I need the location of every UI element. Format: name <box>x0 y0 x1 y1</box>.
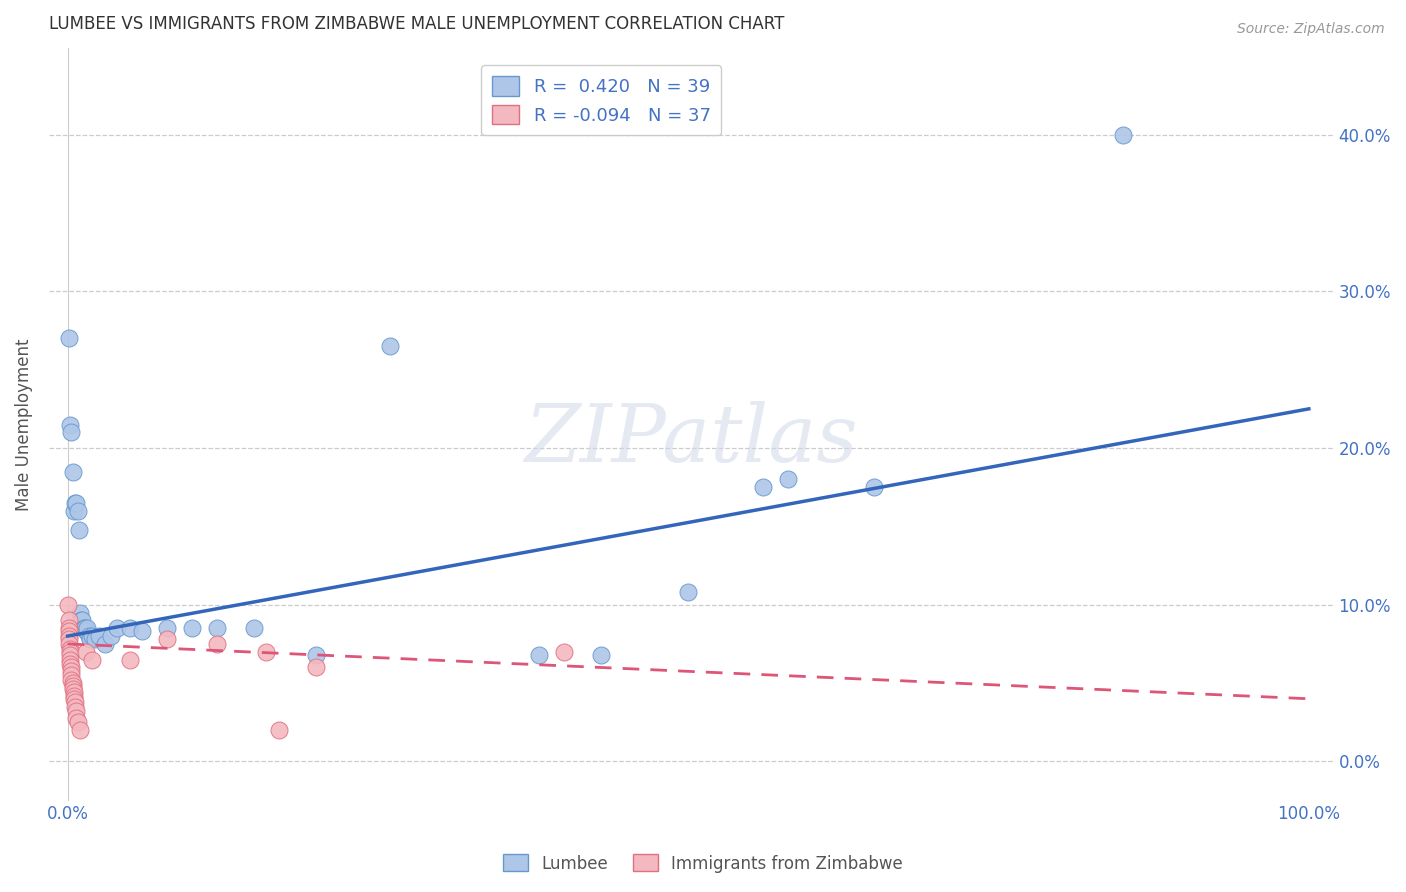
Point <box>66 715 89 730</box>
Point <box>72 614 94 628</box>
Point <box>63 699 86 714</box>
Point <box>118 652 141 666</box>
Point <box>529 648 551 662</box>
Point <box>380 339 402 353</box>
Point <box>73 621 96 635</box>
Y-axis label: Male Unemployment: Male Unemployment <box>15 338 32 511</box>
Point <box>62 682 84 697</box>
Point <box>58 637 80 651</box>
Point <box>59 641 82 656</box>
Point <box>79 632 101 647</box>
Text: ZIPatlas: ZIPatlas <box>524 401 858 478</box>
Point <box>75 645 97 659</box>
Point <box>66 504 89 518</box>
Point <box>58 629 80 643</box>
Point <box>82 629 104 643</box>
Point <box>305 660 328 674</box>
Point <box>62 685 84 699</box>
Point <box>65 496 87 510</box>
Point <box>58 621 80 635</box>
Point <box>242 621 264 635</box>
Point <box>83 632 105 647</box>
Point <box>131 624 153 639</box>
Point <box>62 504 84 518</box>
Legend: Lumbee, Immigrants from Zimbabwe: Lumbee, Immigrants from Zimbabwe <box>496 847 910 880</box>
Point <box>63 695 86 709</box>
Point <box>60 673 83 687</box>
Point <box>305 648 328 662</box>
Point <box>205 637 228 651</box>
Point <box>70 614 93 628</box>
Point <box>751 480 773 494</box>
Point <box>776 472 799 486</box>
Point <box>863 480 886 494</box>
Point <box>156 632 179 647</box>
Point <box>156 621 179 635</box>
Point <box>94 637 117 651</box>
Legend: R =  0.420   N = 39, R = -0.094   N = 37: R = 0.420 N = 39, R = -0.094 N = 37 <box>481 65 721 136</box>
Point <box>58 632 80 647</box>
Point <box>553 645 575 659</box>
Text: Source: ZipAtlas.com: Source: ZipAtlas.com <box>1237 22 1385 37</box>
Point <box>105 621 128 635</box>
Point <box>73 621 96 635</box>
Point <box>77 629 100 643</box>
Text: LUMBEE VS IMMIGRANTS FROM ZIMBABWE MALE UNEMPLOYMENT CORRELATION CHART: LUMBEE VS IMMIGRANTS FROM ZIMBABWE MALE … <box>49 15 785 33</box>
Point <box>67 523 90 537</box>
Point <box>100 629 122 643</box>
Point <box>60 660 83 674</box>
Point <box>59 652 82 666</box>
Point <box>254 645 277 659</box>
Point <box>591 648 613 662</box>
Point <box>87 629 110 643</box>
Point <box>65 710 87 724</box>
Point <box>205 621 228 635</box>
Point <box>63 496 86 510</box>
Point <box>62 691 84 706</box>
Point <box>58 331 80 345</box>
Point <box>1111 128 1133 142</box>
Point <box>58 614 80 628</box>
Point <box>62 689 84 703</box>
Point <box>76 621 98 635</box>
Point <box>118 621 141 635</box>
Point <box>59 645 82 659</box>
Point <box>59 648 82 662</box>
Point <box>82 652 104 666</box>
Point <box>62 465 84 479</box>
Point <box>69 606 91 620</box>
Point <box>56 598 79 612</box>
Point <box>676 585 699 599</box>
Point <box>62 679 84 693</box>
Point <box>180 621 202 635</box>
Point <box>75 624 97 639</box>
Point <box>267 723 290 738</box>
Point <box>62 676 84 690</box>
Point <box>59 417 82 432</box>
Point <box>65 704 87 718</box>
Point <box>60 668 83 682</box>
Point <box>60 664 83 678</box>
Point <box>60 425 83 440</box>
Point <box>59 657 82 672</box>
Point <box>69 723 91 738</box>
Point <box>58 624 80 639</box>
